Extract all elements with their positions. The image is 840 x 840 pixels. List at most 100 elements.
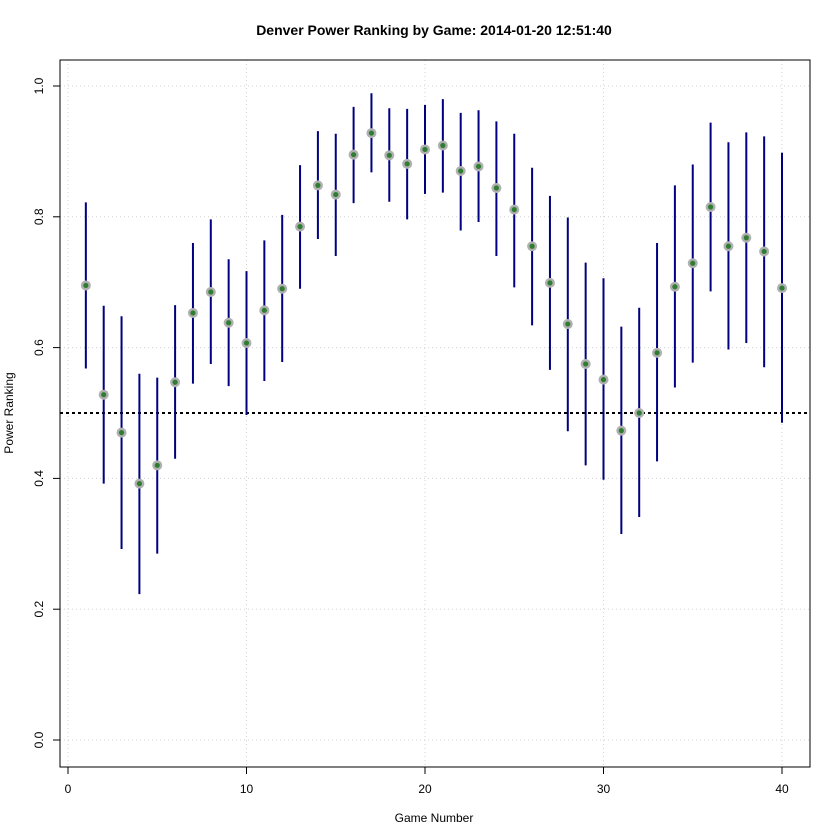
data-point [80, 280, 91, 291]
point-center [386, 152, 392, 158]
y-tick-label: 0.8 [32, 208, 46, 225]
point-center [226, 320, 232, 326]
data-point [330, 189, 341, 200]
data-point [544, 277, 555, 288]
point-center [208, 289, 214, 295]
point-center [690, 260, 696, 266]
data-point [366, 128, 377, 139]
data-point [437, 140, 448, 151]
data-point [598, 374, 609, 385]
point-center [636, 410, 642, 416]
data-point [241, 338, 252, 349]
data-point [723, 241, 734, 252]
data-point [634, 408, 645, 418]
y-tick-label: 0.4 [32, 470, 46, 487]
point-center [351, 152, 357, 158]
data-point [170, 377, 181, 388]
point-center [368, 130, 375, 136]
point-center [172, 379, 178, 385]
y-tick-label: 0.0 [32, 731, 46, 748]
point-center [136, 481, 142, 487]
y-axis-label: Power Ranking [2, 372, 16, 453]
point-center [440, 142, 446, 149]
point-center [475, 163, 482, 170]
point-center [190, 310, 196, 316]
data-point [116, 427, 127, 438]
data-point [455, 166, 466, 177]
grid-lines [60, 60, 810, 767]
point-center [565, 321, 571, 327]
point-center [672, 284, 678, 290]
data-point [295, 221, 306, 232]
data-point [205, 287, 216, 298]
data-point [384, 150, 395, 161]
point-center [618, 428, 624, 434]
point-center [279, 286, 285, 292]
data-point [652, 347, 663, 358]
data-point [420, 144, 430, 155]
point-center [600, 377, 607, 383]
point-center [101, 392, 107, 398]
data-point [187, 307, 198, 318]
point-center [315, 182, 321, 189]
data-point [473, 161, 484, 172]
point-center [243, 340, 250, 346]
data-point [223, 317, 234, 328]
data-point [134, 478, 145, 489]
data-point [616, 425, 627, 436]
data-points [80, 128, 787, 489]
point-center [297, 224, 303, 230]
point-center [83, 282, 89, 289]
chart-title: Denver Power Ranking by Game: 2014-01-20… [256, 22, 612, 38]
point-center [333, 191, 339, 198]
y-tick-label: 1.0 [32, 77, 46, 94]
point-center [261, 307, 267, 313]
point-center [404, 161, 410, 167]
point-center [511, 207, 517, 213]
x-tick-label: 0 [65, 782, 72, 796]
data-point [759, 246, 770, 257]
point-center [725, 243, 732, 249]
data-point [402, 158, 413, 169]
data-point [491, 183, 502, 194]
point-center [529, 243, 535, 249]
point-center [118, 430, 125, 436]
data-point [669, 281, 680, 292]
data-point [580, 358, 591, 369]
data-point [687, 258, 698, 269]
point-center [743, 235, 749, 241]
data-point [152, 460, 163, 471]
data-point [509, 204, 520, 215]
y-tick-label: 0.2 [32, 601, 46, 618]
data-point [562, 319, 573, 330]
point-center [154, 462, 160, 468]
x-axis: 0 10 20 30 40 [65, 766, 789, 796]
y-tick-label: 0.6 [32, 339, 46, 356]
point-center [493, 185, 499, 191]
point-center [458, 168, 464, 174]
error-bars [84, 93, 783, 595]
y-axis: 0.0 0.2 0.4 0.6 0.8 1.0 [32, 77, 61, 748]
x-axis-label: Game Number [395, 811, 474, 825]
point-center [761, 248, 767, 255]
data-point [98, 389, 109, 400]
x-tick-label: 20 [418, 782, 432, 796]
x-tick-label: 10 [240, 782, 254, 796]
point-center [708, 204, 714, 210]
data-point [777, 283, 787, 294]
point-center [654, 350, 660, 356]
point-center [583, 361, 589, 367]
x-tick-label: 40 [775, 782, 789, 796]
data-point [741, 232, 752, 243]
data-point [705, 201, 716, 212]
data-point [527, 241, 538, 252]
point-center [547, 280, 553, 286]
data-point [348, 149, 359, 160]
data-point [259, 305, 270, 316]
point-center [779, 285, 785, 291]
data-point [277, 283, 288, 294]
data-point [312, 180, 323, 191]
point-center [422, 146, 428, 153]
x-tick-label: 30 [597, 782, 611, 796]
